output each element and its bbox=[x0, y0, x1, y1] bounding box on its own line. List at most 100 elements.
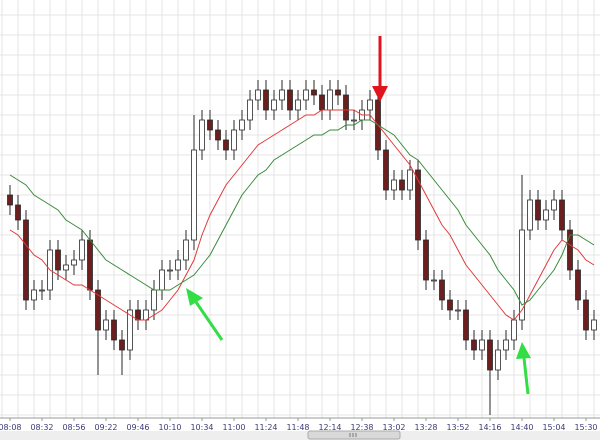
candle-body bbox=[15, 204, 21, 221]
x-tick-label: 15:04 bbox=[542, 423, 565, 432]
candle-body bbox=[63, 264, 69, 271]
candle-body bbox=[551, 199, 557, 211]
candle-body bbox=[239, 119, 245, 131]
candle-body bbox=[383, 149, 389, 191]
x-tick-label: 11:24 bbox=[254, 423, 277, 432]
candle-body bbox=[151, 289, 157, 311]
candle-body bbox=[575, 269, 581, 301]
candle-body bbox=[335, 89, 341, 96]
candle-body bbox=[207, 119, 213, 131]
candle-body bbox=[511, 319, 517, 341]
candle-body bbox=[55, 249, 61, 271]
candle-body bbox=[327, 89, 333, 111]
candle-body bbox=[159, 269, 165, 291]
candle-body bbox=[119, 339, 125, 351]
candle-body bbox=[31, 289, 37, 301]
candle-body bbox=[351, 119, 357, 122]
x-tick-label: 12:38 bbox=[350, 423, 373, 432]
moving-average-line bbox=[9, 109, 595, 321]
x-tick-label: 13:52 bbox=[446, 423, 469, 432]
candle-body bbox=[455, 309, 461, 312]
buy-arrow bbox=[194, 301, 224, 341]
candle-body bbox=[463, 309, 469, 341]
x-axis-labels: 08:08 08:32 08:56 09:22 09:46 10:10 10:34 11:00… bbox=[0, 418, 598, 432]
candle-body bbox=[503, 339, 509, 351]
candle-body bbox=[391, 179, 397, 191]
candle-body bbox=[279, 89, 285, 101]
candle-body bbox=[271, 99, 277, 111]
x-tick-label: 08:08 bbox=[0, 423, 22, 432]
candle-body bbox=[367, 99, 373, 111]
x-tick-label: 11:48 bbox=[286, 423, 309, 432]
candle-body bbox=[7, 194, 13, 206]
candle-body bbox=[543, 209, 549, 221]
candle-body bbox=[471, 339, 477, 351]
buy-arrow-head bbox=[516, 342, 531, 359]
x-tick-label: 09:22 bbox=[94, 423, 117, 432]
x-tick-label: 10:34 bbox=[190, 423, 213, 432]
candle-body bbox=[127, 309, 133, 351]
scrollbar-thumb[interactable] bbox=[307, 430, 401, 440]
buy-arrow bbox=[522, 357, 530, 395]
candle-body bbox=[487, 339, 493, 371]
candle-body bbox=[87, 239, 93, 291]
candle-body bbox=[23, 219, 29, 301]
candle-body bbox=[199, 119, 205, 151]
candle-body bbox=[39, 289, 45, 292]
candle-body bbox=[407, 169, 413, 191]
candle-body bbox=[167, 269, 173, 272]
x-tick-label: 08:56 bbox=[62, 423, 85, 432]
candle-body bbox=[415, 169, 421, 241]
x-tick-label: 11:00 bbox=[222, 423, 245, 432]
candle-body bbox=[103, 319, 109, 331]
candle-body bbox=[535, 199, 541, 221]
candle-body bbox=[343, 94, 349, 121]
x-tick-label: 08:32 bbox=[30, 423, 53, 432]
candle-body bbox=[255, 89, 261, 101]
candle-body bbox=[231, 129, 237, 151]
candle-body bbox=[479, 339, 485, 351]
scrollbar-grip bbox=[349, 433, 357, 437]
candle-body bbox=[319, 94, 325, 111]
x-tick-label: 13:28 bbox=[414, 423, 437, 432]
candle-body bbox=[303, 89, 309, 101]
candle-body bbox=[263, 89, 269, 111]
x-tick-label: 09:46 bbox=[126, 423, 149, 432]
candle-body bbox=[423, 239, 429, 281]
plot-area bbox=[0, 0, 600, 418]
candle-body bbox=[399, 179, 405, 191]
candle-body bbox=[111, 319, 117, 341]
candle-body bbox=[439, 279, 445, 301]
candle-body bbox=[71, 259, 77, 266]
candle-body bbox=[495, 349, 501, 371]
marks bbox=[7, 80, 597, 415]
candle-body bbox=[79, 239, 85, 261]
annotations bbox=[186, 36, 531, 395]
candle-body bbox=[191, 149, 197, 241]
candle-body bbox=[567, 229, 573, 271]
candle-body bbox=[583, 299, 589, 331]
candle-body bbox=[95, 289, 101, 331]
sell-arrow-head bbox=[372, 86, 388, 102]
candle-body bbox=[431, 279, 437, 282]
moving-average-line bbox=[9, 119, 595, 306]
candle-body bbox=[215, 129, 221, 141]
candle-body bbox=[295, 99, 301, 111]
grid bbox=[0, 0, 600, 418]
candle-body bbox=[447, 299, 453, 311]
candle-body bbox=[527, 199, 533, 231]
x-tick-label: 10:10 bbox=[158, 423, 181, 432]
candle-body bbox=[223, 139, 229, 151]
candle-body bbox=[287, 89, 293, 111]
candle-body bbox=[591, 319, 597, 331]
x-tick-label: 15:30 bbox=[574, 423, 597, 432]
candle-body bbox=[247, 99, 253, 121]
candle-body bbox=[519, 229, 525, 321]
candle-body bbox=[559, 199, 565, 231]
x-tick-label: 12:14 bbox=[318, 423, 341, 432]
candle-body bbox=[175, 259, 181, 271]
candle-body bbox=[183, 239, 189, 261]
x-tick-label: 13:02 bbox=[382, 423, 405, 432]
